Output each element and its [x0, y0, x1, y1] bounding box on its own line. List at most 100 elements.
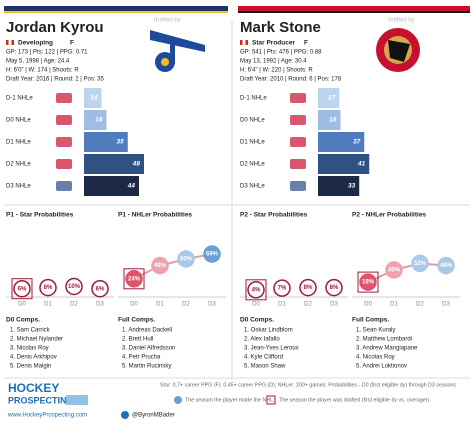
prob-label: 4%: [252, 287, 261, 293]
prob-point: [151, 256, 169, 275]
bar: [318, 88, 340, 108]
x-tick-label: D1: [44, 302, 52, 308]
website: www.HockeyProspecting.com: [7, 413, 87, 419]
drafted-by: drafted by: [154, 18, 181, 24]
stat-line: May 5, 1998 | Age: 24.4: [6, 59, 70, 65]
prob-point: [177, 250, 195, 268]
bar: [318, 110, 341, 130]
flag: [8, 40, 12, 45]
comp-name: 1. Sean Kuraly: [356, 328, 395, 334]
bar-label: D-1 NHLe: [6, 96, 33, 102]
comp-name: 3. Daniel Alfredsson: [122, 346, 175, 352]
x-tick-label: D1: [156, 302, 164, 308]
prob-label: 8%: [44, 285, 53, 291]
bar: [84, 110, 107, 130]
x-tick-label: D1: [278, 302, 286, 308]
comp-name: 3. Nicolas Roy: [10, 346, 49, 352]
player-name: Mark Stone: [240, 19, 321, 36]
bar-value: 18: [329, 117, 337, 124]
brand-icon: [66, 395, 88, 405]
bar-label: D2 NHLe: [6, 162, 31, 168]
drafted-by: drafted by: [388, 18, 415, 24]
senators-logo: [376, 28, 420, 72]
brand: PROSPECTING: [8, 395, 74, 405]
prob-label: 6%: [96, 286, 105, 292]
x-tick-label: D0: [130, 302, 138, 308]
comp-name: 4. Kyle Clifford: [244, 355, 283, 361]
prob-line: [367, 262, 447, 284]
legend-nhl-icon: [174, 396, 182, 404]
comp-name: 1. Andreas Dackell: [122, 328, 172, 334]
comps-title: D0 Comps.: [240, 317, 274, 324]
prob-point: [273, 279, 291, 297]
bar-label: D2 NHLe: [240, 162, 265, 168]
prob-label: 69%: [206, 252, 219, 258]
prob-label: 8%: [330, 285, 339, 291]
comp-name: 4. Petr Prucha: [122, 355, 161, 361]
blues-logo: [150, 30, 205, 72]
team-stripe: [238, 11, 470, 13]
prob-point: [247, 281, 265, 299]
x-tick-label: D2: [70, 302, 78, 308]
twitter: @ByronMBader: [132, 413, 175, 419]
prob-label: 40%: [388, 268, 401, 274]
prob-label: 7%: [278, 286, 287, 292]
prob-point: [359, 273, 377, 291]
prob-point: [325, 278, 343, 297]
chart-title: P2 - Star Probabilities: [240, 212, 308, 219]
prob-point: [437, 256, 455, 275]
flag: [242, 40, 246, 45]
comp-name: 5. Mason Shaw: [244, 364, 286, 370]
player-name: Jordan Kyrou: [6, 19, 104, 36]
x-tick-label: D2: [416, 302, 424, 308]
prob-point: [65, 277, 83, 296]
league-logo: [56, 159, 72, 169]
x-tick-label: D0: [18, 302, 26, 308]
prob-label: 18%: [362, 280, 375, 286]
comp-name: 5. Denis Malgin: [10, 364, 51, 370]
bar-value: 18: [95, 117, 103, 124]
comp-name: 4. Denis Arkhipov: [10, 355, 57, 361]
prob-label: 8%: [304, 285, 313, 291]
stat-line: May 13, 1992 | Age: 30.4: [240, 59, 307, 65]
x-tick-label: D3: [442, 302, 450, 308]
team-stripe: [238, 6, 470, 11]
bar: [318, 176, 360, 196]
prob-label: 48%: [154, 263, 167, 269]
position: F: [304, 40, 308, 47]
comps-title: D0 Comps.: [6, 317, 40, 324]
bar-label: D0 NHLe: [240, 118, 265, 124]
role: Developing: [18, 40, 53, 47]
prob-point: [411, 254, 429, 273]
stat-line: Draft Year: 2010 | Round: 6 | Pos: 178: [240, 77, 342, 83]
drafted-marker: [357, 271, 379, 293]
bar-value: 14: [90, 95, 98, 102]
comp-name: 3. Jean-Yves Leroux: [244, 346, 299, 352]
legend-nhl: The season the player made the NHL;: [185, 397, 275, 403]
prob-point: [125, 270, 143, 288]
prob-point: [203, 245, 221, 263]
team-stripe: [4, 11, 228, 13]
comps-title: Full Comps.: [352, 317, 389, 324]
bar-label: D1 NHLe: [240, 140, 265, 146]
twitter-icon: [121, 411, 129, 419]
prob-label: 52%: [414, 261, 427, 267]
comp-name: 1. Sam Carrick: [10, 328, 51, 334]
prob-point: [385, 261, 403, 279]
x-tick-label: D1: [390, 302, 398, 308]
league-logo: [56, 137, 72, 147]
prob-label: 24%: [128, 276, 141, 282]
comp-name: 4. Nicolas Roy: [356, 355, 395, 361]
comp-name: 5. Martin Rucinsky: [122, 364, 171, 370]
comp-name: 1. Oskar Lindblom: [244, 328, 293, 334]
stat-line: GP: 173 | Pts: 122 | PPG: 0.71: [6, 50, 88, 56]
definition: Star: 0.7+ career PPG (F), 0.45+ career …: [160, 382, 456, 388]
league-logo: [56, 181, 72, 191]
x-tick-label: D3: [96, 302, 104, 308]
league-logo: [56, 115, 72, 125]
comps-title: Full Comps.: [118, 317, 155, 324]
bar-value: 41: [357, 161, 366, 168]
bar-value: 33: [348, 183, 356, 190]
x-tick-label: D3: [208, 302, 216, 308]
